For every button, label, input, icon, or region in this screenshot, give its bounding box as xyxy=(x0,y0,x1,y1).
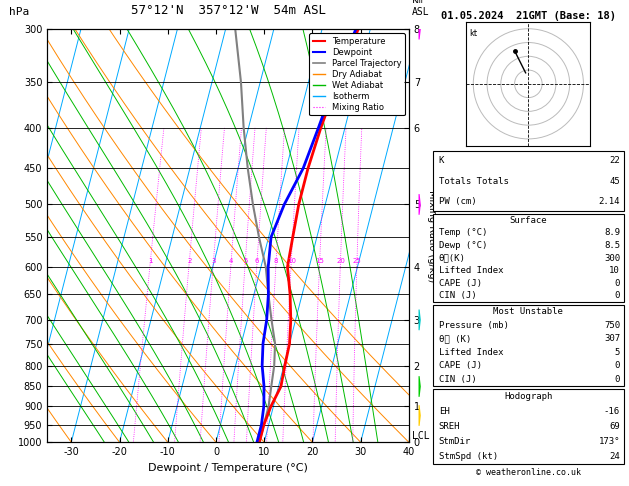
Text: hPa: hPa xyxy=(9,7,30,17)
Text: 0: 0 xyxy=(615,279,620,288)
Text: -16: -16 xyxy=(604,407,620,416)
Text: 15: 15 xyxy=(315,259,324,264)
Text: 5: 5 xyxy=(615,348,620,357)
Text: K: K xyxy=(438,156,444,165)
Bar xyxy=(433,389,624,464)
Bar xyxy=(433,151,624,211)
Text: 45: 45 xyxy=(610,176,620,186)
X-axis label: Dewpoint / Temperature (°C): Dewpoint / Temperature (°C) xyxy=(148,463,308,473)
Text: Most Unstable: Most Unstable xyxy=(493,307,564,316)
Y-axis label: Mixing Ratio (g/kg): Mixing Ratio (g/kg) xyxy=(426,190,437,282)
Text: 2.14: 2.14 xyxy=(599,197,620,206)
Text: PW (cm): PW (cm) xyxy=(438,197,476,206)
Text: StmSpd (kt): StmSpd (kt) xyxy=(438,452,498,461)
Text: 307: 307 xyxy=(604,334,620,343)
Text: kt: kt xyxy=(469,29,477,38)
Text: EH: EH xyxy=(438,407,449,416)
Text: CAPE (J): CAPE (J) xyxy=(438,279,482,288)
Text: 10: 10 xyxy=(610,266,620,275)
Text: 22: 22 xyxy=(610,156,620,165)
Text: km
ASL: km ASL xyxy=(412,0,430,17)
Text: 2: 2 xyxy=(187,259,191,264)
Text: 24: 24 xyxy=(610,452,620,461)
Text: CIN (J): CIN (J) xyxy=(438,292,476,300)
Text: θᴇ (K): θᴇ (K) xyxy=(438,334,471,343)
Text: 25: 25 xyxy=(353,259,361,264)
Text: StmDir: StmDir xyxy=(438,437,471,446)
Text: CAPE (J): CAPE (J) xyxy=(438,362,482,370)
Text: 0: 0 xyxy=(615,375,620,384)
Text: 750: 750 xyxy=(604,321,620,330)
Text: 0: 0 xyxy=(615,292,620,300)
Text: 300: 300 xyxy=(604,254,620,262)
Text: θᴇ(K): θᴇ(K) xyxy=(438,254,465,262)
Text: Totals Totals: Totals Totals xyxy=(438,176,508,186)
Text: 8.9: 8.9 xyxy=(604,228,620,237)
Text: 4: 4 xyxy=(229,259,233,264)
Text: Lifted Index: Lifted Index xyxy=(438,348,503,357)
Text: CIN (J): CIN (J) xyxy=(438,375,476,384)
Bar xyxy=(433,214,624,302)
Text: 20: 20 xyxy=(336,259,345,264)
Text: Hodograph: Hodograph xyxy=(504,392,552,401)
Legend: Temperature, Dewpoint, Parcel Trajectory, Dry Adiabat, Wet Adiabat, Isotherm, Mi: Temperature, Dewpoint, Parcel Trajectory… xyxy=(309,34,404,116)
Text: Surface: Surface xyxy=(509,216,547,225)
Text: 01.05.2024  21GMT (Base: 18): 01.05.2024 21GMT (Base: 18) xyxy=(441,11,616,21)
Text: LCL: LCL xyxy=(413,432,430,441)
Text: 57°12'N  357°12'W  54m ASL: 57°12'N 357°12'W 54m ASL xyxy=(130,4,326,17)
Text: 3: 3 xyxy=(211,259,216,264)
Text: Lifted Index: Lifted Index xyxy=(438,266,503,275)
Text: Dewp (°C): Dewp (°C) xyxy=(438,241,487,250)
Text: Pressure (mb): Pressure (mb) xyxy=(438,321,508,330)
Bar xyxy=(433,305,624,386)
Text: 8: 8 xyxy=(274,259,279,264)
Text: SREH: SREH xyxy=(438,422,460,431)
Text: 10: 10 xyxy=(287,259,296,264)
Text: 6: 6 xyxy=(255,259,259,264)
Text: 5: 5 xyxy=(243,259,247,264)
Text: © weatheronline.co.uk: © weatheronline.co.uk xyxy=(476,468,581,477)
Text: Temp (°C): Temp (°C) xyxy=(438,228,487,237)
Text: 0: 0 xyxy=(615,362,620,370)
Text: 69: 69 xyxy=(610,422,620,431)
Text: 173°: 173° xyxy=(599,437,620,446)
Text: 1: 1 xyxy=(148,259,153,264)
Text: 8.5: 8.5 xyxy=(604,241,620,250)
